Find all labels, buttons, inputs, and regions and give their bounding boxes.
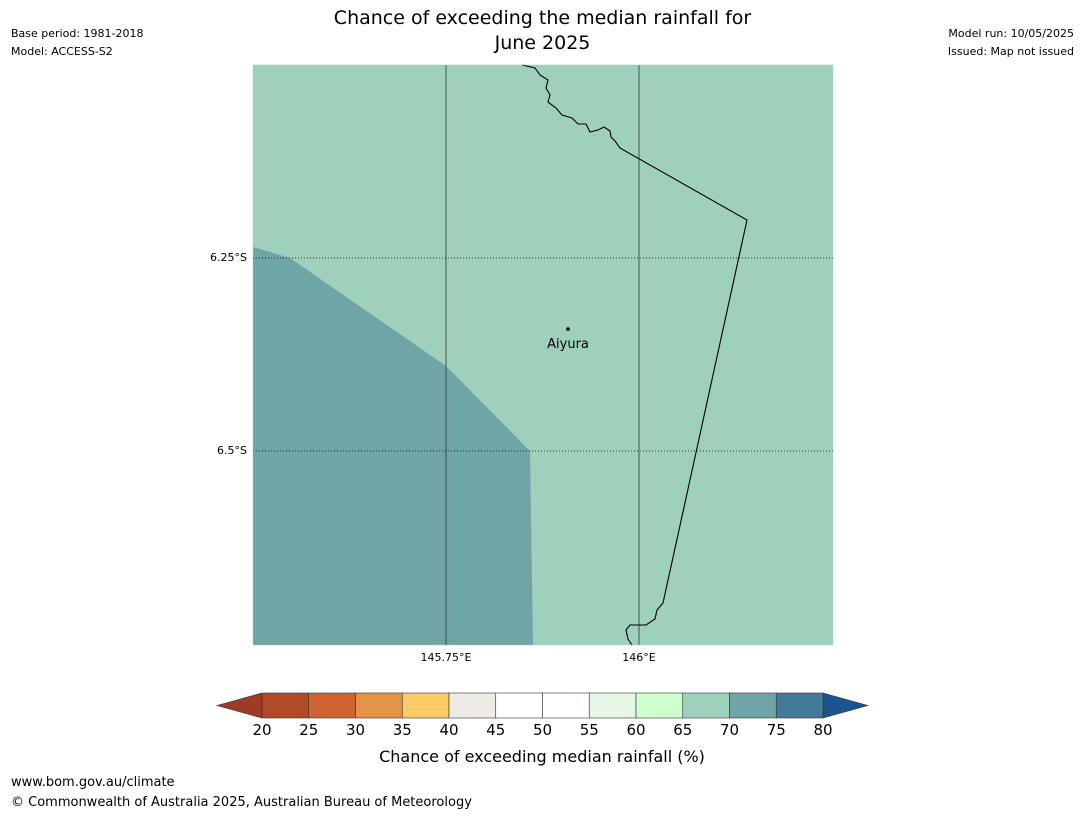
colorbar-tick-label: 40	[439, 721, 458, 739]
colorbar-tick-label: 20	[252, 721, 271, 739]
zone-70-75	[253, 247, 533, 645]
meta-left: Base period: 1981-2018 Model: ACCESS-S2	[11, 25, 143, 61]
colorbar-tick-label: 30	[346, 721, 365, 739]
colorbar-tick-label: 50	[533, 721, 552, 739]
colorbar-tick-label: 35	[393, 721, 412, 739]
colorbar-tick-label: 75	[767, 721, 786, 739]
colorbar-segment	[495, 692, 543, 719]
meta-right: Model run: 10/05/2025 Issued: Map not is…	[948, 25, 1074, 61]
issued-status: Issued: Map not issued	[947, 45, 1074, 58]
colorbar-label: Chance of exceeding median rainfall (%)	[379, 747, 705, 766]
footer-url: www.bom.gov.au/climate	[11, 775, 175, 790]
model-run: Model run: 10/05/2025	[948, 27, 1074, 40]
model-name: Model: ACCESS-S2	[11, 45, 113, 58]
colorbar-segment	[729, 692, 777, 719]
coastline-boundary	[521, 64, 748, 646]
colorbar-tick-label: 55	[580, 721, 599, 739]
base-period: Base period: 1981-2018	[11, 27, 144, 40]
footer-copyright: © Commonwealth of Australia 2025, Austra…	[11, 795, 472, 810]
title-line-1: Chance of exceeding the median rainfall …	[333, 7, 752, 29]
colorbar-segment	[588, 692, 637, 719]
colorbar-segment	[401, 692, 450, 719]
colorbar-tick-label: 25	[299, 721, 318, 739]
colorbar-tick-label: 60	[626, 721, 645, 739]
colorbar-segment	[775, 692, 824, 719]
colorbar-segment	[542, 692, 590, 719]
colorbar-tick-label: 80	[813, 721, 832, 739]
colorbar-segment	[261, 692, 310, 719]
lon-label-146: 146°E	[622, 651, 655, 664]
lat-label-6-5: 6.5°S	[217, 444, 247, 457]
colorbar-segment	[448, 692, 497, 719]
colorbar-segment	[682, 692, 730, 719]
colorbar-tick-label: 65	[673, 721, 692, 739]
map-frame	[252, 64, 834, 646]
colorbar-segment	[355, 692, 403, 719]
map-panel: Aiyura	[252, 64, 834, 646]
place-marker	[566, 327, 570, 331]
colorbar-segment	[308, 692, 356, 719]
map-title: Chance of exceeding the median rainfall …	[0, 6, 1085, 56]
title-line-2: June 2025	[494, 32, 591, 54]
place-label: Aiyura	[547, 337, 589, 352]
colorbar: 20 25 30 35 40 45 50 55 60 65 70 75 80 Chance of exc…	[215, 692, 870, 766]
colorbar-tick-label: 70	[720, 721, 739, 739]
lat-label-6-25: 6.25°S	[210, 251, 247, 264]
colorbar-under-arrow	[215, 692, 263, 719]
colorbar-over-arrow	[822, 692, 870, 719]
colorbar-tick-label: 45	[486, 721, 505, 739]
colorbar-segment	[635, 692, 684, 719]
lon-label-145-75: 145.75°E	[421, 651, 472, 664]
